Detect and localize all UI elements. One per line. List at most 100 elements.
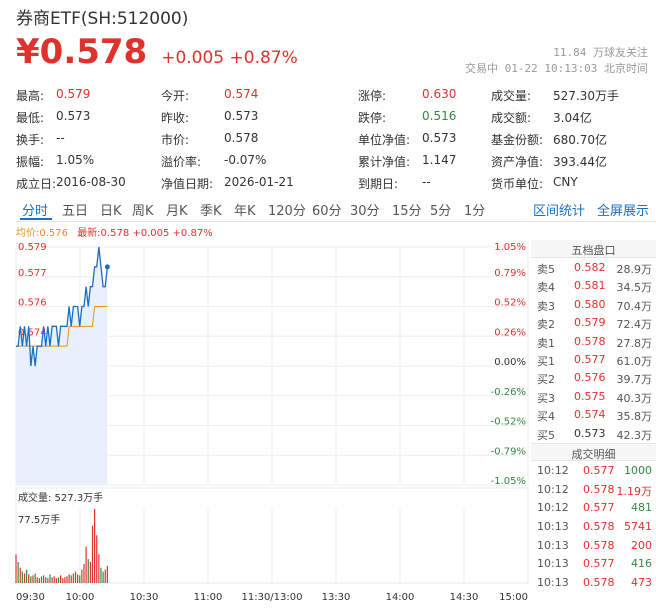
- order-book-price: 0.574: [574, 408, 606, 422]
- order-book-level: 买4: [537, 410, 555, 424]
- volume-bar: [68, 574, 70, 583]
- volume-bar: [91, 525, 94, 583]
- quote-value: 1.147: [422, 153, 457, 167]
- time-tick-label: 14:00: [386, 592, 415, 603]
- quote-cell: 市价: 0.578: [161, 131, 258, 148]
- trade-details-title: 成交明细: [531, 443, 656, 461]
- volume-bar: [40, 576, 43, 583]
- quote-cell: 振幅: 1.05%: [16, 153, 94, 170]
- trade-price: 0.578: [583, 520, 615, 534]
- quote-row: 换手: -- 市价: 0.578 单位净值: 0.573 基金份额: 680.70亿: [16, 128, 648, 150]
- time-tick-label: 09:30: [16, 592, 45, 603]
- quote-label: 单位净值:: [358, 133, 411, 147]
- pct-tick-label: 0.52%: [494, 298, 526, 309]
- trade-volume: 5741: [624, 520, 652, 534]
- trade-volume: 481: [631, 501, 652, 515]
- quote-value: -0.07%: [224, 153, 267, 167]
- quote-cell: 资产净值: 393.44亿: [491, 153, 607, 170]
- trade-volume: 1000: [624, 464, 652, 477]
- intraday-chart[interactable]: 0.579 1.05% 0.577 0.79% 0.576 0.52% 0.574 0.26%…: [0, 236, 531, 615]
- price-line: [16, 246, 108, 367]
- quote-cell: 净值日期: 2026-01-21: [161, 175, 294, 192]
- order-book-row: 买1 0.577 61.0万: [531, 350, 656, 368]
- chart-tabs: 分时 五日 日K 周K 月K 季K 年K 120分 60分 30分 15分 5分 1分 区间统计 全屏展示: [16, 196, 656, 222]
- followers-count[interactable]: 11.84 万球友关注: [553, 46, 648, 59]
- quote-value: 2016-08-30: [56, 175, 126, 189]
- fullscreen-button[interactable]: 全屏展示: [597, 204, 650, 219]
- trading-status: 交易中 01-22 10:13:03 北京时间: [465, 62, 648, 75]
- quote-value: 0.516: [422, 109, 457, 123]
- time-tick-label: 15:00: [499, 592, 528, 603]
- tab-8[interactable]: 60分: [312, 204, 342, 219]
- order-book-volume: 40.3万: [616, 391, 653, 405]
- volume-bar: [32, 575, 34, 583]
- avg-price-line: [16, 306, 108, 347]
- tab-10[interactable]: 15分: [392, 204, 422, 219]
- order-book-price: 0.580: [574, 297, 606, 311]
- tab-6[interactable]: 年K: [234, 204, 256, 219]
- time-tick-label: 10:00: [66, 592, 95, 603]
- pct-tick-label: 1.05%: [494, 242, 526, 253]
- volume-label: 成交量: 527.3万手: [18, 491, 103, 504]
- tab-11[interactable]: 5分: [430, 204, 452, 219]
- volume-bar: [49, 574, 51, 583]
- quote-cell: 今开: 0.574: [161, 87, 258, 104]
- order-book-price: 0.575: [574, 389, 606, 403]
- price-area-fill: [16, 247, 108, 485]
- quote-label: 市价:: [161, 133, 190, 147]
- trade-time: 10:13: [537, 557, 569, 571]
- order-book-level: 卖1: [537, 336, 555, 350]
- tab-4[interactable]: 月K: [166, 204, 188, 219]
- trade-time: 10:12: [537, 482, 569, 496]
- quote-label: 基金份额:: [491, 133, 544, 147]
- volume-bar: [74, 571, 77, 583]
- order-book-price: 0.577: [574, 352, 606, 366]
- volume-bar: [21, 571, 23, 583]
- volume-bar: [60, 575, 62, 583]
- tab-5[interactable]: 季K: [200, 204, 222, 219]
- quote-cell: 昨收: 0.573: [161, 109, 258, 126]
- tab-7[interactable]: 120分: [268, 204, 306, 219]
- quote-cell: 到期日: --: [358, 175, 431, 192]
- volume-bar: [106, 565, 108, 583]
- tab-2[interactable]: 日K: [100, 204, 122, 219]
- quote-value: 3.04亿: [553, 111, 592, 125]
- price-row: ¥0.578 +0.005 +0.87%: [16, 32, 298, 72]
- tab-3[interactable]: 周K: [132, 204, 154, 219]
- quote-row: 最低: 0.573 昨收: 0.573 跌停: 0.516 成交额: 3.04亿: [16, 106, 648, 128]
- trade-price: 0.577: [583, 557, 615, 571]
- order-book-row: 买2 0.576 39.7万: [531, 368, 656, 386]
- quote-cell: 涨停: 0.630: [358, 87, 456, 104]
- quote-label: 最高:: [16, 89, 45, 103]
- volume-bar: [43, 575, 45, 583]
- quote-value: 393.44亿: [553, 155, 607, 169]
- tab-1[interactable]: 五日: [62, 204, 89, 219]
- volume-bar: [98, 554, 100, 583]
- tab-9[interactable]: 30分: [350, 204, 380, 219]
- quote-value: 0.573: [56, 109, 91, 123]
- order-book-row: 卖4 0.581 34.5万: [531, 276, 656, 294]
- trade-row: 10:12 0.577 1000: [531, 461, 656, 480]
- active-tab-underline: [20, 218, 52, 220]
- order-book-level: 卖2: [537, 318, 555, 332]
- trade-time: 10:12: [537, 501, 569, 515]
- order-book-price: 0.576: [574, 371, 606, 385]
- etf-title: 券商ETF(SH:512000): [16, 9, 189, 29]
- price-tick-label: 0.574: [18, 327, 47, 338]
- order-book-level: 买5: [537, 428, 555, 442]
- order-book-volume: 70.4万: [616, 299, 653, 313]
- volume-bar: [26, 569, 28, 583]
- trade-time: 10:12: [537, 464, 569, 477]
- pct-tick-label: 0.79%: [494, 268, 526, 279]
- range-stats-button[interactable]: 区间统计: [533, 204, 586, 219]
- volume-bar: [77, 574, 79, 583]
- quote-value: --: [422, 175, 431, 189]
- quote-cell: 最低: 0.573: [16, 109, 90, 126]
- trade-time: 10:13: [537, 538, 569, 552]
- order-book-level: 卖4: [537, 281, 555, 295]
- tab-12[interactable]: 1分: [464, 204, 486, 219]
- quote-label: 成立日:: [16, 177, 57, 191]
- tab-0[interactable]: 分时: [22, 204, 49, 219]
- volume-bar: [47, 578, 49, 583]
- order-book-volume: 61.0万: [616, 354, 653, 368]
